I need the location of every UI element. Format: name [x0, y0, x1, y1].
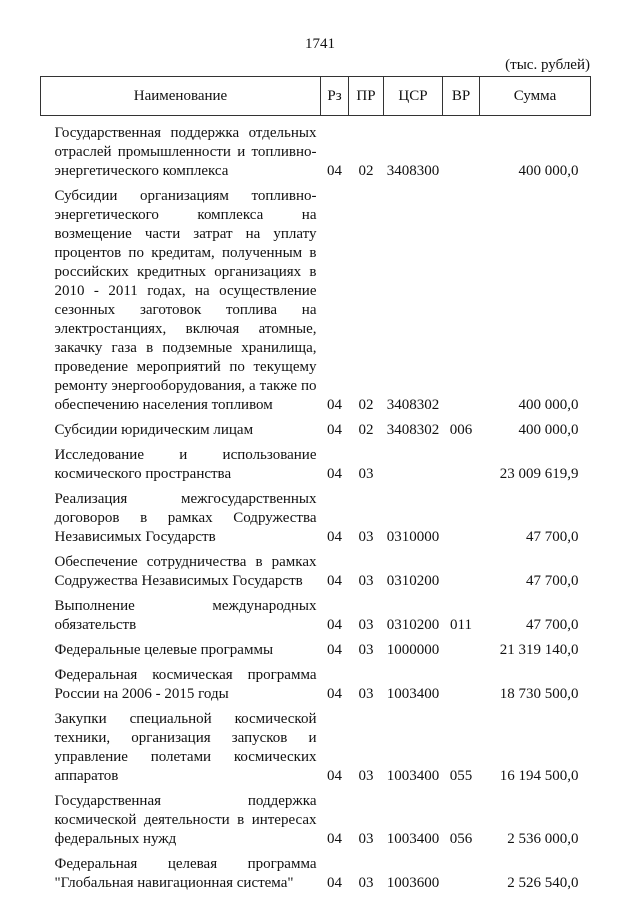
row-pr: 03 [358, 831, 374, 847]
header-csr: ЦСР [383, 76, 443, 116]
row-pr: 03 [358, 529, 374, 545]
row-vr [443, 547, 480, 591]
row-vr [443, 635, 480, 660]
row-rz: 04 [327, 642, 342, 658]
row-rz: 04 [327, 397, 342, 413]
row-pr: 03 [358, 642, 374, 658]
row-sum: 400 000,0 [518, 397, 579, 413]
row-rz: 04 [327, 617, 342, 633]
table-header: Наименование Рз ПР ЦСР ВР Сумма [40, 76, 591, 116]
header-vr: ВР [442, 76, 480, 116]
row-sum: 2 526 540,0 [507, 875, 579, 891]
page-number: 1741 [305, 36, 335, 52]
row-csr: 1003600 [386, 875, 440, 891]
row-name: Государственная поддержка отдельных отра… [54, 125, 317, 179]
row-pr: 02 [358, 163, 374, 179]
row-name: Субсидии организациям топливно-энергетич… [54, 188, 317, 413]
row-sum: 400 000,0 [518, 163, 579, 179]
row-name: Реализация межгосударственных договоров … [54, 491, 317, 545]
row-rz: 04 [327, 529, 342, 545]
header-pr: ПР [348, 76, 384, 116]
row-vr [443, 116, 480, 182]
row-csr: 0310000 [386, 529, 440, 545]
row-pr: 03 [358, 617, 374, 633]
header-rz: Рз [320, 76, 349, 116]
row-name: Государственная поддержка космической де… [54, 793, 317, 847]
row-pr: 03 [358, 875, 374, 891]
table-row: Закупки специальной космической техники,… [41, 704, 591, 786]
row-name: Федеральные целевые программы [54, 642, 274, 658]
row-csr: 3408302 [386, 422, 440, 438]
row-name: Закупки специальной космической техники,… [54, 711, 317, 784]
row-vr: 011 [450, 617, 472, 633]
row-sum: 18 730 500,0 [499, 686, 579, 702]
row-pr: 03 [358, 466, 374, 482]
row-pr: 02 [358, 422, 374, 438]
row-csr: 1003400 [386, 831, 440, 847]
units-label: (тыс. рублей) [505, 57, 590, 73]
row-rz: 04 [327, 831, 342, 847]
row-rz: 04 [327, 686, 342, 702]
row-name: Субсидии юридическим лицам [54, 422, 254, 438]
row-sum: 16 194 500,0 [499, 768, 579, 784]
row-vr: 006 [449, 422, 473, 438]
row-vr [443, 484, 480, 547]
row-sum: 2 536 000,0 [507, 831, 579, 847]
row-sum: 23 009 619,9 [499, 466, 579, 482]
table-row: Обеспечение сотрудничества в рамках Содр… [41, 547, 591, 591]
row-rz: 04 [327, 573, 342, 589]
table-row: Реализация межгосударственных договоров … [41, 484, 591, 547]
row-vr [443, 440, 480, 484]
table-row: Федеральная целевая программа "Глобальна… [41, 849, 591, 893]
row-vr: 055 [449, 768, 473, 784]
row-csr: 1003400 [386, 686, 440, 702]
table-row: Выполнение международных обязательств 04 0… [41, 591, 591, 635]
row-rz: 04 [327, 466, 342, 482]
row-pr: 03 [358, 686, 374, 702]
row-sum: 47 700,0 [526, 529, 579, 545]
table-row: Субсидии организациям топливно-энергетич… [41, 181, 591, 415]
row-name: Исследование и использование космическог… [54, 447, 317, 482]
header-name: Наименование [40, 76, 321, 116]
row-rz: 04 [327, 875, 342, 891]
row-name: Обеспечение сотрудничества в рамках Содр… [54, 554, 317, 589]
row-sum: 400 000,0 [518, 422, 579, 438]
row-pr: 03 [358, 573, 374, 589]
row-vr [443, 181, 480, 415]
row-vr [443, 660, 480, 704]
table-row: Федеральные целевые программы 04 03 1000000… [41, 635, 591, 660]
row-name: Выполнение международных обязательств [54, 598, 317, 633]
row-name: Федеральная целевая программа "Глобальна… [54, 856, 317, 891]
row-rz: 04 [327, 768, 342, 784]
row-csr: 0310200 [386, 573, 440, 589]
row-csr: 3408300 [386, 163, 440, 179]
table-row: Государственная поддержка отдельных отра… [41, 116, 591, 182]
row-pr: 03 [358, 768, 374, 784]
row-csr: 1003400 [386, 768, 440, 784]
row-pr: 02 [358, 397, 374, 413]
row-vr: 056 [449, 831, 473, 847]
row-sum: 47 700,0 [526, 617, 579, 633]
table-row: Федеральная космическая программа России… [41, 660, 591, 704]
row-sum: 47 700,0 [526, 573, 579, 589]
row-rz: 04 [327, 163, 342, 179]
row-vr [443, 849, 480, 893]
header-sum: Сумма [479, 76, 591, 116]
row-csr: 1000000 [386, 642, 440, 658]
row-csr: 0310200 [386, 617, 440, 633]
table-row: Субсидии юридическим лицам 04 02 3408302 006… [41, 415, 591, 440]
row-name: Федеральная космическая программа России… [54, 667, 317, 702]
table-row: Государственная поддержка космической де… [41, 786, 591, 849]
budget-table: Наименование Рз ПР ЦСР ВР Сумма Государс… [40, 76, 591, 893]
row-csr: 3408302 [386, 397, 440, 413]
row-csr [384, 440, 443, 484]
row-sum: 21 319 140,0 [499, 642, 579, 658]
table-row: Исследование и использование космическог… [41, 440, 591, 484]
row-rz: 04 [327, 422, 342, 438]
